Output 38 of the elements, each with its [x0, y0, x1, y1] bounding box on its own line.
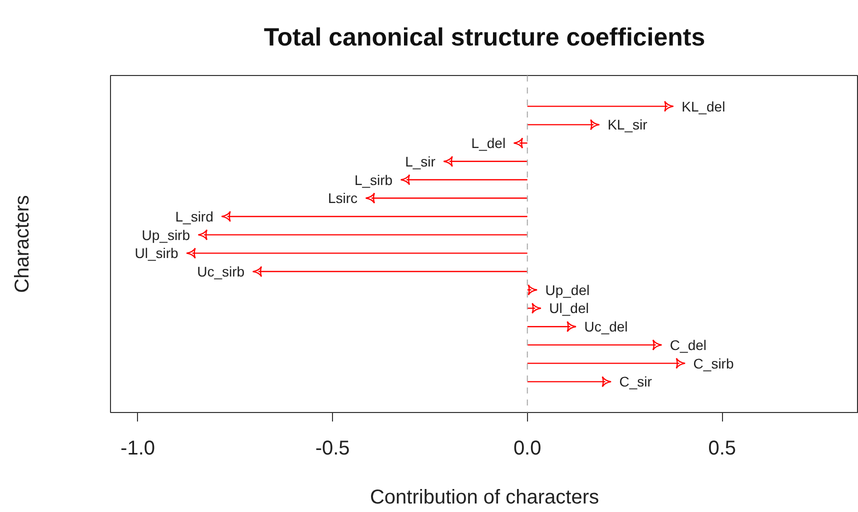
- y-tick-label: KL_sir: [608, 116, 648, 133]
- x-axis-title: Contribution of characters: [370, 486, 600, 508]
- x-tick-label: 0.5: [708, 438, 736, 460]
- x-tick-label: -1.0: [120, 438, 156, 460]
- y-tick-label: C_del: [670, 336, 707, 353]
- point: [186, 248, 196, 259]
- point: [528, 284, 538, 296]
- point: [443, 156, 453, 167]
- y-tick-label: Up_sirb: [142, 226, 190, 243]
- y-tick-label: L_sirb: [354, 172, 393, 188]
- y-tick-label: Ul_sirb: [134, 245, 179, 262]
- point: [221, 210, 231, 222]
- y-tick-label: Up_del: [545, 282, 590, 298]
- point: [252, 266, 262, 278]
- y-tick-label: Uc_del: [584, 318, 628, 335]
- y-tick-label: Lsirc: [328, 190, 358, 206]
- x-tick-label: -0.5: [315, 438, 350, 460]
- chart-title: Total canonical structure coefficients: [264, 24, 706, 52]
- y-tick-label: C_sirb: [693, 355, 734, 372]
- y-tick-label: L_sir: [405, 153, 436, 170]
- point: [602, 376, 612, 388]
- point: [365, 192, 376, 204]
- point: [566, 321, 577, 332]
- point: [590, 119, 600, 130]
- point: [676, 358, 686, 369]
- y-tick-label: C_sir: [619, 374, 652, 390]
- y-tick-label: L_sird: [175, 208, 214, 224]
- point: [532, 302, 542, 314]
- point: [652, 339, 662, 351]
- point: [198, 229, 208, 240]
- y-tick-label: KL_del: [682, 98, 726, 114]
- point: [400, 174, 410, 186]
- y-tick-label: Uc_sirb: [197, 264, 245, 280]
- y-tick-label: Ul_del: [549, 300, 589, 316]
- point: [664, 100, 674, 112]
- x-tick-label: 0.0: [513, 438, 542, 460]
- y-axis-title: Characters: [12, 195, 34, 293]
- y-tick-label: L_del: [471, 135, 506, 152]
